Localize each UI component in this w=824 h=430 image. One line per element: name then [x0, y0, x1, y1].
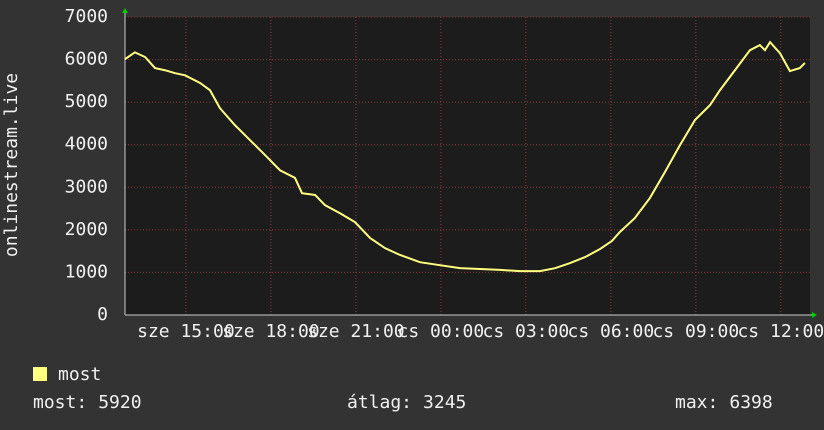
y-tick-label: 0: [97, 304, 108, 325]
y-tick-label: 7000: [65, 6, 108, 27]
stat-label: max:: [675, 392, 718, 413]
x-tick-label: sze 18:00: [222, 321, 320, 342]
y-tick-label: 6000: [65, 49, 108, 70]
legend-label: most: [58, 364, 101, 385]
axis-arrow: [812, 312, 817, 318]
stat-value: 6398: [729, 392, 772, 413]
y-axis-label: onlinestream.live: [1, 73, 22, 257]
x-tick-label: sze 15:00: [137, 321, 235, 342]
y-tick-label: 1000: [65, 261, 108, 282]
stat-label: most:: [33, 392, 87, 413]
y-tick-label: 3000: [65, 176, 108, 197]
plot-area: [125, 17, 810, 315]
series-line: [124, 40, 806, 273]
stat-label: átlag:: [347, 392, 412, 413]
legend-swatch: [33, 367, 47, 381]
y-tick-label: 2000: [65, 219, 108, 240]
x-tick-label: sze 21:00: [307, 321, 405, 342]
x-tick-label: cs 03:00: [483, 321, 570, 342]
y-tick-label: 5000: [65, 91, 108, 112]
axis-arrow: [122, 8, 128, 13]
x-tick-label: cs 09:00: [652, 321, 739, 342]
y-tick-label: 4000: [65, 134, 108, 155]
x-tick-label: cs 00:00: [398, 321, 485, 342]
x-tick-label: cs 06:00: [567, 321, 654, 342]
stat-value: 5920: [98, 392, 141, 413]
stat-value: 3245: [423, 392, 466, 413]
x-tick-label: cs 12:00: [737, 321, 824, 342]
